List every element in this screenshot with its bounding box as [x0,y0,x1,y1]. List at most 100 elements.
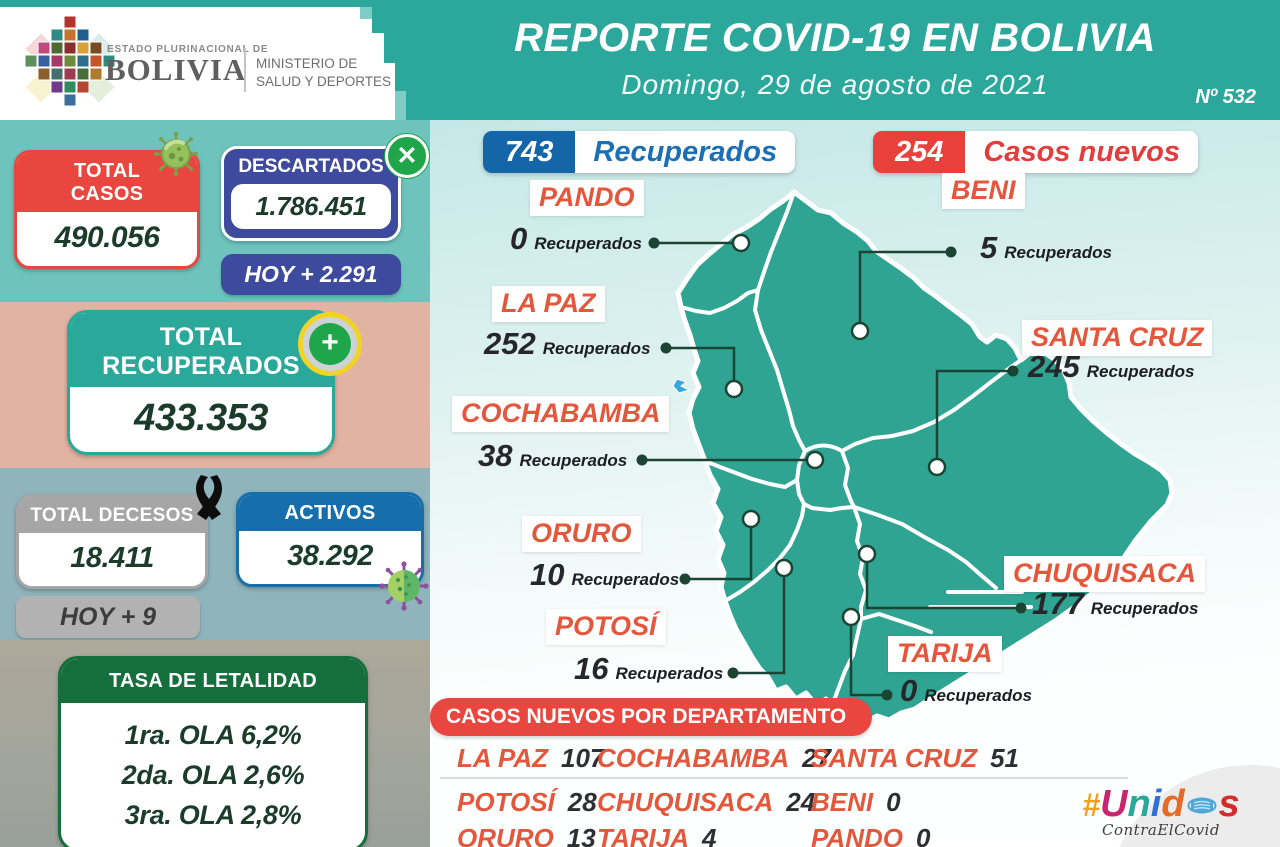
staircase-step [395,63,430,91]
decesos-hoy-pill: HOY + 9 [16,596,200,638]
dept-label-beni: BENI [942,173,1025,209]
report-date: Domingo, 29 de agosto de 2021 [621,69,1049,100]
dept-value-cochabamba: 38 Recuperados [478,438,628,473]
table-row: ORURO 13 TARIJA 4 PANDO 0 [457,820,1177,847]
recovered-total-value: 743 [483,131,576,173]
cell-santa-cruz: SANTA CRUZ 51 [811,742,1020,773]
map-dot-pando [731,233,751,253]
staircase-step [406,91,430,120]
chakana-logo-icon [24,15,116,107]
activos-card: ACTIVOS 38.292 [236,492,424,587]
ministry-name: MINISTERIO DE SALUD Y DEPORTES [256,56,392,89]
dept-label-la-paz: LA PAZ [492,286,605,322]
descartados-label: DESCARTADOS [238,156,384,177]
new-cases-total-value: 254 [873,131,966,173]
activos-label: ACTIVOS [239,495,421,531]
section-decesos-activos: TOTAL DECESOS 18.411 HOY + 9 ACTIVOS 38.… [0,468,430,640]
map-dot-oruro [741,509,761,529]
staircase-step [372,7,430,33]
recovered-total-badge: 743 Recuperados [483,131,796,173]
dept-label-santa-cruz: SANTA CRUZ [1022,320,1213,356]
ola-2: 2da. OLA 2,6% [121,760,305,790]
dept-value-oruro: 10 Recuperados [530,557,680,592]
cell-la-paz: LA PAZ 107 [457,742,605,773]
map-dot-chuquisaca [857,544,877,564]
dept-label-chuquisaca: CHUQUISACA [1004,556,1206,592]
new-cases-total-badge: 254 Casos nuevos [873,131,1199,173]
virus-icon [153,131,199,177]
tasa-letalidad-values: 1ra. OLA 6,2% 2da. OLA 2,6% 3ra. OLA 2,8… [61,703,365,847]
map-dot-la-paz [724,379,744,399]
section-tasa-letalidad: TASA DE LETALIDAD 1ra. OLA 6,2% 2da. OLA… [0,640,430,847]
table-row: POTOSÍ 28 CHUQUISACA 24 BENI 0 [457,784,1177,820]
left-stats-column: ESTADO PLURINACIONAL DE BOLIVIA MINISTER… [0,0,430,847]
new-cases-total-label: Casos nuevos [965,131,1199,173]
cell-tarija: TARIJA 4 [597,822,717,847]
total-recuperados-card: TOTAL RECUPERADOS 433.353 [67,310,335,455]
right-map-column: REPORTE COVID-19 EN BOLIVIA Domingo, 29 … [430,0,1280,847]
cell-chuquisaca: CHUQUISACA 24 [597,786,816,817]
label-end-dots [636,237,1027,701]
activos-value: 38.292 [287,540,373,572]
total-recuperados-label: TOTAL RECUPERADOS [70,313,332,387]
map-panel: 743 Recuperados 254 Casos nuevos PANDO 0… [430,120,1280,847]
staircase-step [384,33,430,63]
virus-icon [379,561,429,611]
logo-divider [244,48,246,92]
dept-value-la-paz: 252 Recuperados [484,326,651,361]
ola-3: 3ra. OLA 2,8% [124,800,302,830]
dept-value-pando: 0 Recuperados [510,221,642,256]
table-divider [440,777,1128,779]
cell-oruro: ORURO 13 [457,822,596,847]
unidos-wordmark: #Unid s [1082,783,1240,825]
estado-plurinacional-text: ESTADO PLURINACIONAL DE [107,44,269,55]
dept-label-tarija: TARIJA [888,636,1002,672]
plus-icon: + [298,312,362,376]
total-decesos-value: 18.411 [70,542,154,574]
total-decesos-card: TOTAL DECESOS 18.411 [16,494,208,589]
department-borders [679,190,1033,705]
descartados-value: 1.786.451 [231,184,391,229]
map-dot-tarija [841,607,861,627]
cell-potosi: POTOSÍ 28 [457,786,597,817]
map-dot-santa-cruz [927,457,947,477]
cell-beni: BENI 0 [811,786,901,817]
mourning-ribbon-icon [195,475,223,520]
discarded-x-icon: ✕ [385,134,429,178]
report-number: Nº 532 [1195,86,1256,108]
dept-label-pando: PANDO [530,180,644,216]
dept-value-potosi: 16 Recuperados [574,651,724,686]
tasa-letalidad-label: TASA DE LETALIDAD [61,659,365,703]
section-total-recuperados: TOTAL RECUPERADOS 433.353 + [0,302,430,468]
descartados-hoy-pill: HOY + 2.291 [221,254,401,295]
dept-value-beni: 5 Recuperados [980,230,1112,265]
dept-label-oruro: ORURO [522,516,641,552]
table-row: LA PAZ 107 COCHABAMBA 27 SANTA CRUZ 51 [457,740,1177,776]
descartados-card: DESCARTADOS 1.786.451 [221,146,401,241]
lake-titicaca [672,378,691,394]
recovered-total-label: Recuperados [575,131,796,173]
tasa-letalidad-card: TASA DE LETALIDAD 1ra. OLA 6,2% 2da. OLA… [58,656,368,847]
top-teal-strip [0,0,430,7]
unidos-campaign-logo: #Unid s ContraElCovid [1056,783,1266,839]
unidos-subtitle: ContraElCovid [1102,821,1220,839]
new-cases-table: LA PAZ 107 COCHABAMBA 27 SANTA CRUZ 51 POTO… [457,740,1177,847]
total-recuperados-value: 433.353 [134,397,268,439]
dept-value-tarija: 0 Recuperados [900,673,1032,708]
staircase-step [395,91,406,120]
map-dot-potosi [774,558,794,578]
staircase-step [360,7,372,19]
page-title: REPORTE COVID-19 EN BOLIVIA [514,16,1156,60]
mask-icon [1187,797,1217,814]
total-casos-value: 490.056 [54,221,160,254]
ola-1: 1ra. OLA 6,2% [124,720,302,750]
dept-value-chuquisaca: 177 Recuperados [1032,586,1199,621]
bolivia-wordmark: BOLIVIA [105,52,247,87]
map-dot-cochabamba [805,450,825,470]
cell-pando: PANDO 0 [811,822,931,847]
report-header: REPORTE COVID-19 EN BOLIVIA Domingo, 29 … [430,0,1280,120]
new-cases-table-title: CASOS NUEVOS POR DEPARTAMENTO [430,698,873,736]
section-total-casos: TOTAL CASOS 490.056 [0,120,430,302]
connector-lines [642,241,1021,697]
